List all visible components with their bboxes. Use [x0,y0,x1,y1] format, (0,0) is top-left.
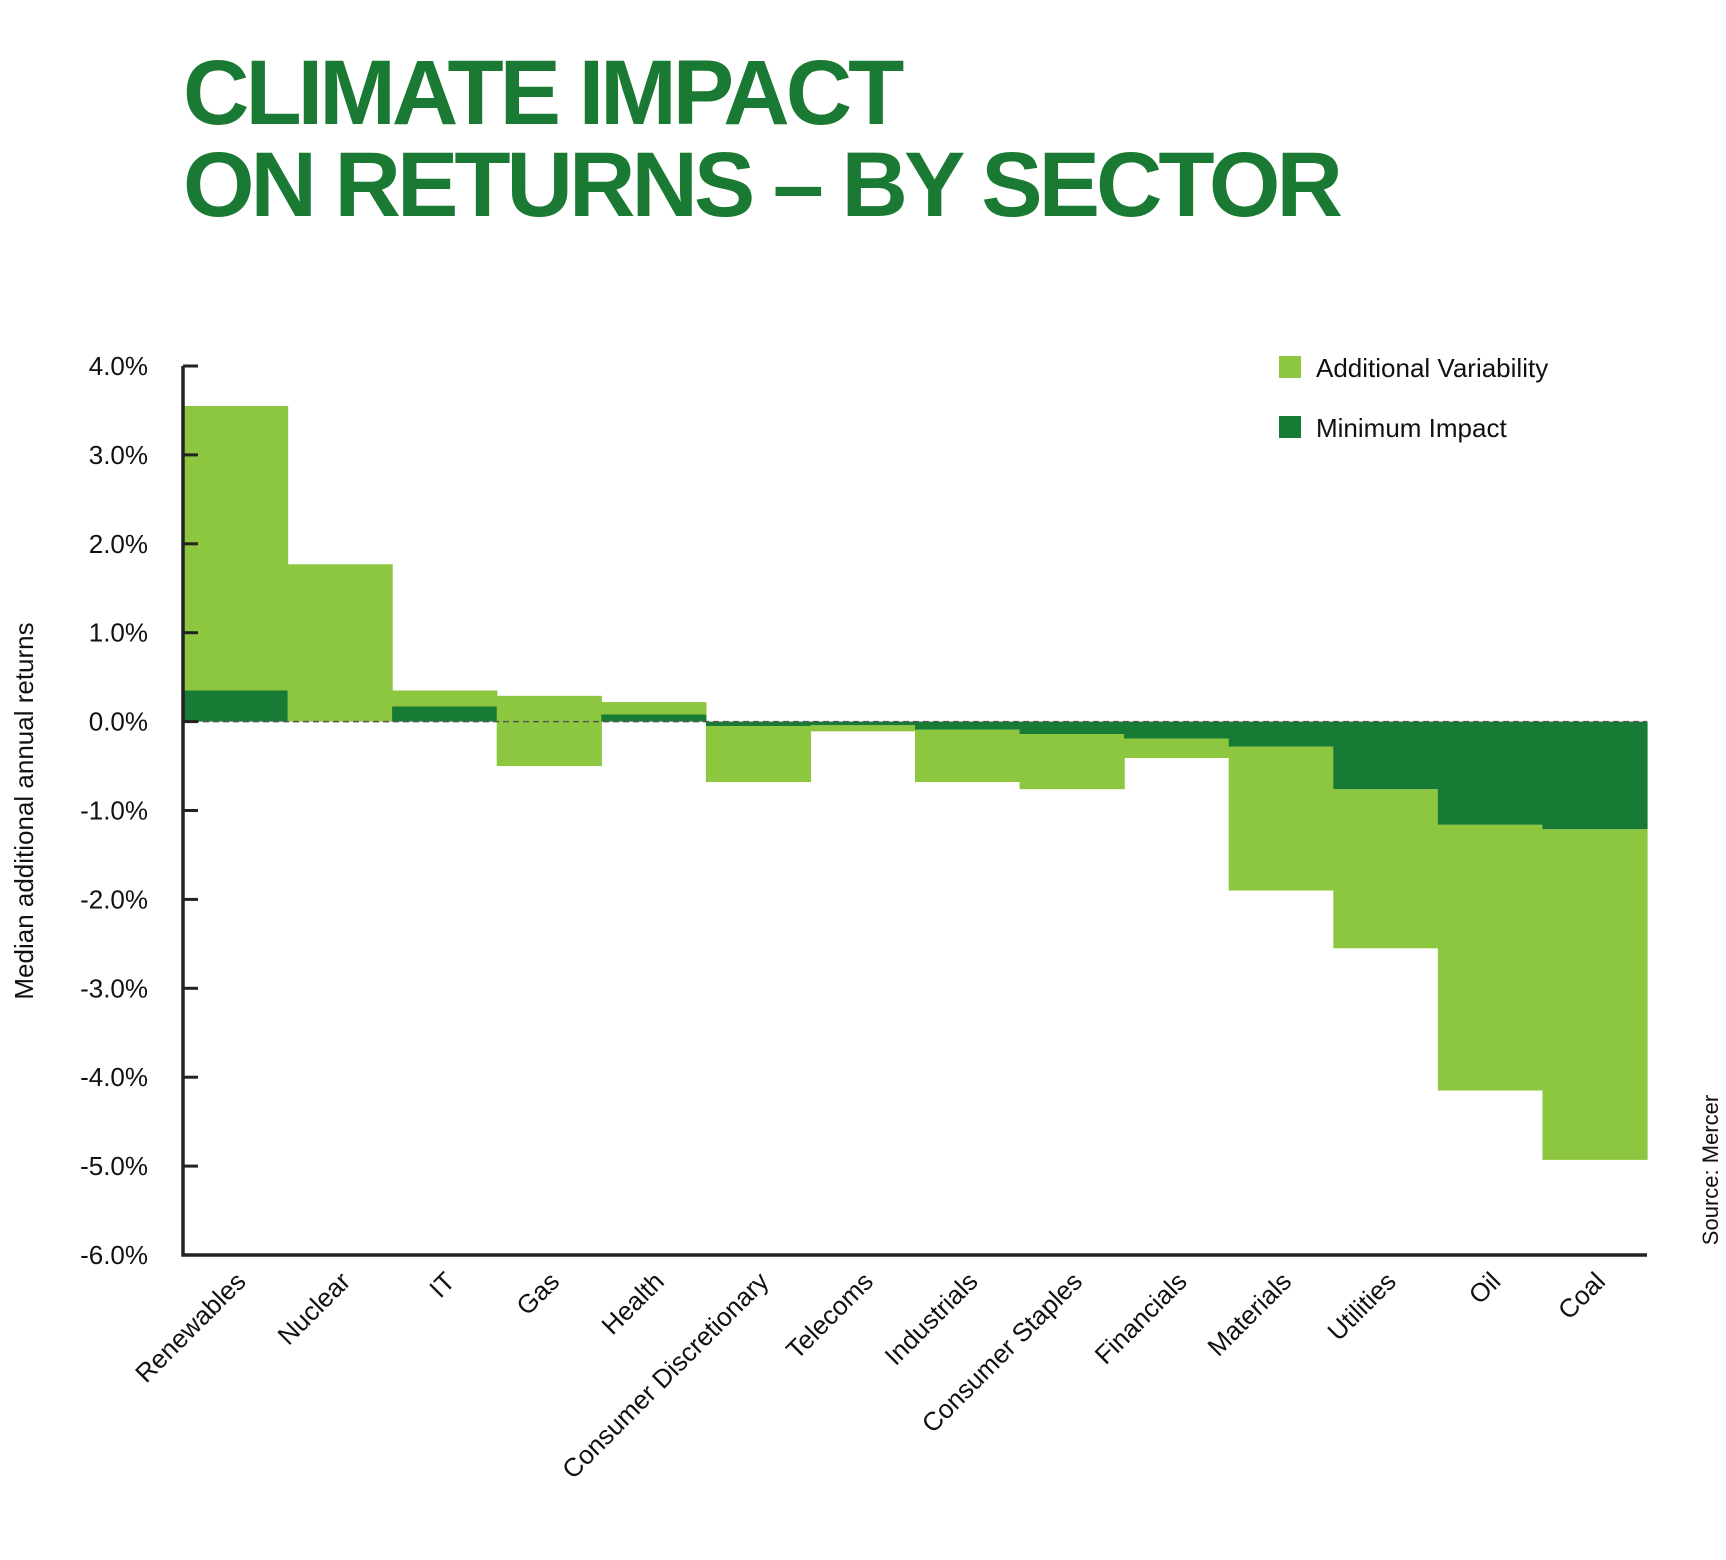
chart-title-line-1: CLIMATE IMPACT [183,42,904,144]
x-category-label: Consumer Discretionary [556,1266,774,1484]
y-tick-label: 1.0% [89,618,148,648]
bar-minimum-impact-consumer-staples [1019,721,1125,735]
bar-minimum-impact-consumer-discretionary [705,721,812,727]
y-ticks-layer: 4.0% 3.0% 2.0% 1.0% 0.0% -1.0% -2.0% -3.0% -4.0%… [80,351,198,1270]
bars-layer [183,406,1648,1160]
x-category-label: Coal [1552,1266,1611,1325]
y-tick-label: 2.0% [89,529,148,559]
y-tick-label: 4.0% [89,351,148,381]
chart-title-line-2: ON RETURNS – BY SECTOR [183,134,1341,236]
x-category-label: Financials [1089,1266,1193,1370]
bar-additional-variability-consumer-staples [1019,734,1125,790]
x-category-label: Telecoms [780,1266,879,1365]
bar-additional-variability-gas [496,695,602,767]
bar-minimum-impact-health [601,714,707,722]
x-category-label: IT [423,1266,461,1304]
y-tick-label: -4.0% [80,1062,148,1092]
bar-additional-variability-health [601,702,707,715]
bar-additional-variability-renewables [183,406,289,691]
y-tick-label: 0.0% [89,707,148,737]
legend: Additional Variability Minimum Impact [1279,353,1548,443]
y-tick-label: -5.0% [80,1151,148,1181]
x-category-label: Gas [510,1266,565,1321]
x-category-label: Utilities [1321,1266,1401,1346]
bar-additional-variability-oil [1437,824,1544,1091]
bar-minimum-impact-financials [1124,721,1230,739]
bar-minimum-impact-coal [1542,721,1648,830]
bar-additional-variability-financials [1124,738,1230,759]
x-category-label: Renewables [129,1266,251,1388]
legend-swatch-additional-variability [1279,356,1301,378]
legend-swatch-minimum-impact [1279,416,1301,438]
x-category-label: Nuclear [272,1266,357,1351]
y-tick-label: -1.0% [80,796,148,826]
bar-additional-variability-nuclear [287,564,393,722]
x-category-label: Health [595,1266,669,1340]
y-tick-label: -6.0% [80,1240,148,1270]
bar-minimum-impact-renewables [183,690,289,722]
bar-additional-variability-industrials [915,729,1021,783]
bar-additional-variability-telecoms [810,725,916,732]
bar-minimum-impact-it [392,706,498,722]
bar-minimum-impact-utilities [1333,721,1439,790]
y-axis-title: Median additional annual returns [9,622,39,999]
legend-label-minimum-impact: Minimum Impact [1316,413,1507,443]
bar-additional-variability-coal [1542,829,1648,1160]
bar-minimum-impact-materials [1228,721,1334,747]
x-category-label: Industrials [879,1266,984,1371]
bar-minimum-impact-oil [1437,721,1544,825]
y-tick-label: 3.0% [89,440,148,470]
legend-label-additional-variability: Additional Variability [1316,353,1548,383]
source-note: Source: Mercer [1698,1095,1723,1245]
bar-minimum-impact-industrials [915,721,1021,730]
x-category-label: Oil [1463,1266,1507,1310]
bar-minimum-impact-telecoms [810,721,916,726]
bar-additional-variability-it [392,690,498,707]
bar-additional-variability-utilities [1333,789,1439,949]
x-category-label: Materials [1201,1266,1297,1362]
chart-title: CLIMATE IMPACT ON RETURNS – BY SECTOR [183,42,1345,236]
y-tick-label: -3.0% [80,973,148,1003]
y-tick-label: -2.0% [80,884,148,914]
bar-additional-variability-consumer-discretionary [705,726,812,783]
bar-additional-variability-materials [1228,746,1334,891]
